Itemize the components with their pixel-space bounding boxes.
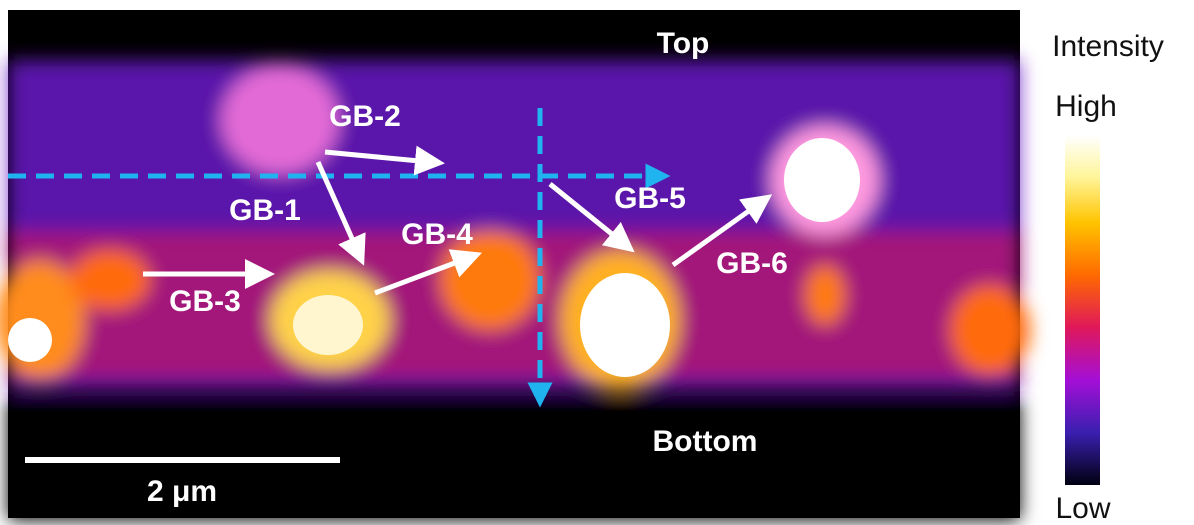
scale-bar-label: 2 μm xyxy=(147,475,217,508)
gb-label: GB-5 xyxy=(614,182,686,215)
intensity-map: Top Bottom 2 μm GB-1 GB-2 GB-3 GB-4 GB-5… xyxy=(0,10,1030,520)
colorbar-high: High xyxy=(1055,90,1117,123)
colorbar-low: Low xyxy=(1055,492,1110,525)
gb-label: GB-2 xyxy=(329,100,401,133)
page: {"image": {"top_label": "Top", "bottom_l… xyxy=(0,0,1194,525)
bottom-label: Bottom xyxy=(653,425,758,458)
colorbar-title: Intensity xyxy=(1052,30,1164,63)
gb-label: GB-3 xyxy=(169,285,241,318)
figure: Top Bottom 2 μm GB-1 GB-2 GB-3 GB-4 GB-5… xyxy=(0,0,1194,525)
gb-label: GB-6 xyxy=(716,247,788,280)
gb-label: GB-1 xyxy=(229,194,301,227)
top-label: Top xyxy=(657,27,710,60)
colorbar: Intensity High Low xyxy=(1052,30,1164,525)
gb-label: GB-4 xyxy=(401,218,473,251)
